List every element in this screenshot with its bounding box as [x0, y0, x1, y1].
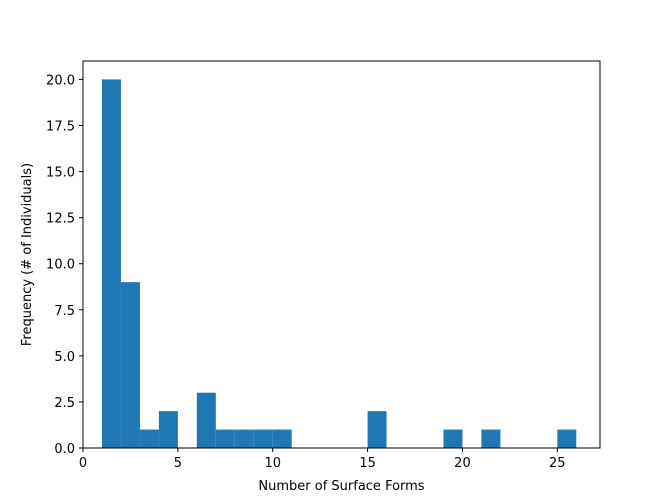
- histogram-bar: [139, 429, 159, 448]
- histogram-bar: [367, 411, 387, 448]
- x-tick-label: 15: [359, 456, 376, 471]
- x-tick-label: 5: [174, 456, 182, 471]
- x-tick-label: 10: [264, 456, 281, 471]
- y-tick-label: 2.5: [54, 396, 75, 411]
- y-tick-label: 7.5: [54, 304, 75, 319]
- histogram-bar: [443, 429, 463, 448]
- bars-layer: [101, 79, 577, 448]
- histogram-bar: [557, 429, 577, 448]
- histogram-bar: [272, 429, 292, 448]
- y-axis: 0.0 2.5 5.0 7.5 10.0 12.5 15.0 17.5 20.0: [46, 73, 83, 457]
- y-tick-label: 20.0: [46, 73, 75, 88]
- y-tick-label: 15.0: [46, 166, 75, 181]
- plot-area-frame: [82, 60, 601, 449]
- x-tick-label: 0: [79, 456, 87, 471]
- histogram-bar: [101, 79, 121, 448]
- x-axis: 0 5 10 15 20 25: [79, 448, 566, 471]
- histogram-bar: [234, 429, 254, 448]
- y-tick-label: 5.0: [54, 350, 75, 365]
- y-axis-label: Frequency (# of Individuals): [20, 163, 35, 346]
- x-axis-label: Number of Surface Forms: [258, 479, 424, 494]
- histogram-bar: [215, 429, 235, 448]
- y-tick-label: 0.0: [54, 442, 75, 457]
- histogram-bar: [120, 282, 140, 448]
- x-tick-label: 20: [454, 456, 471, 471]
- histogram-bar: [481, 429, 501, 448]
- x-tick-label: 25: [549, 456, 566, 471]
- histogram-bar: [196, 392, 216, 448]
- histogram-bar: [253, 429, 273, 448]
- y-tick-label: 17.5: [46, 120, 75, 135]
- histogram-bar: [158, 411, 178, 448]
- y-tick-label: 10.0: [46, 258, 75, 273]
- y-tick-label: 12.5: [46, 212, 75, 227]
